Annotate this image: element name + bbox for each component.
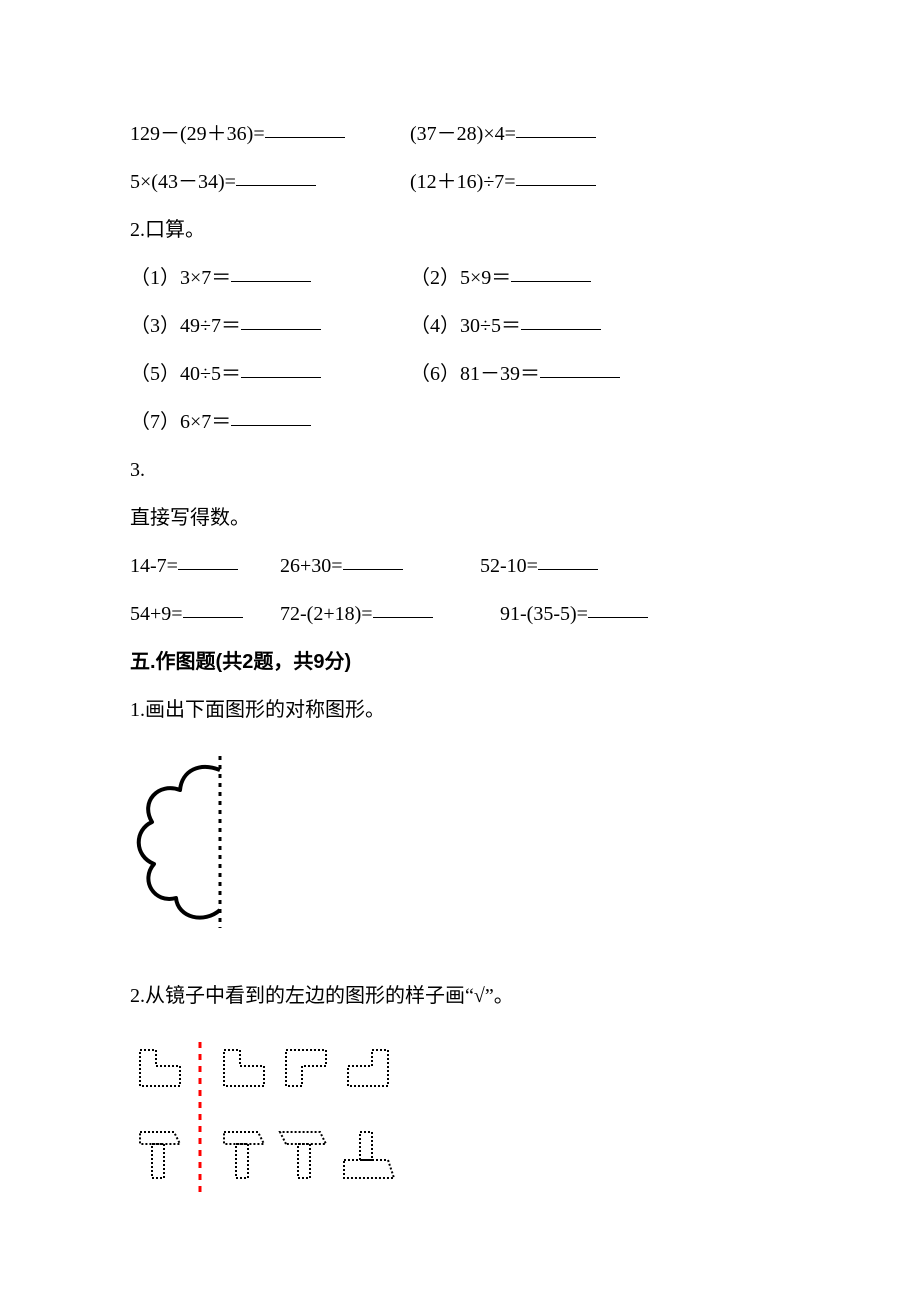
q1-row2: 5×(43－34)= (12＋16)÷7=	[130, 158, 790, 206]
q3-number: 3.	[130, 446, 790, 494]
answer-blank[interactable]	[241, 356, 321, 378]
mirror-figure	[130, 1038, 790, 1216]
row1-option-1[interactable]	[224, 1050, 264, 1086]
q2-row2: （3）49÷7＝ （4）30÷5＝	[130, 302, 790, 350]
expression-text: (37－28)×4=	[410, 123, 516, 145]
answer-blank[interactable]	[265, 116, 345, 138]
expr-cell: 26+30=	[280, 542, 480, 590]
expression-text: 81－39＝	[460, 363, 540, 385]
expression-text: 30÷5＝	[460, 315, 521, 337]
mirror-svg	[130, 1038, 430, 1198]
answer-blank[interactable]	[521, 308, 601, 330]
q2-row4: （7）6×7＝	[130, 398, 790, 446]
answer-blank[interactable]	[516, 164, 596, 186]
row1-option-2[interactable]	[286, 1050, 326, 1086]
expression-text: 5×(43－34)=	[130, 171, 236, 193]
expression-text: 14-7=	[130, 555, 178, 577]
q3-title: 直接写得数。	[130, 494, 790, 542]
item-number: （5）	[130, 363, 180, 385]
q3-row1: 14-7= 26+30= 52-10=	[130, 542, 790, 590]
item-number: （7）	[130, 411, 180, 433]
expression-text: (12＋16)÷7=	[410, 171, 516, 193]
expr-cell: 54+9=	[130, 590, 280, 638]
expression-text: 3×7＝	[180, 267, 231, 289]
q3-row2: 54+9= 72-(2+18)= 91-(35-5)=	[130, 590, 790, 638]
expr-cell: (12＋16)÷7=	[410, 158, 790, 206]
expression-text: 49÷7＝	[180, 315, 241, 337]
expr-cell: （2）5×9＝	[410, 254, 790, 302]
answer-blank[interactable]	[511, 260, 591, 282]
answer-blank[interactable]	[231, 260, 311, 282]
expression-text: 26+30=	[280, 555, 343, 577]
row1-option-3[interactable]	[348, 1050, 388, 1086]
expr-cell: （7）6×7＝	[130, 398, 410, 446]
answer-blank[interactable]	[373, 596, 433, 618]
expr-cell: （1）3×7＝	[130, 254, 410, 302]
answer-blank[interactable]	[516, 116, 596, 138]
row2-option-2[interactable]	[280, 1132, 326, 1178]
expr-cell: （5）40÷5＝	[130, 350, 410, 398]
answer-blank[interactable]	[540, 356, 620, 378]
expression-text: 91-(35-5)=	[500, 603, 588, 625]
item-number: （4）	[410, 315, 460, 337]
expr-cell: （3）49÷7＝	[130, 302, 410, 350]
expr-cell: 52-10=	[480, 542, 598, 590]
expr-cell: (37－28)×4=	[410, 110, 790, 158]
expr-cell: 91-(35-5)=	[500, 590, 648, 638]
expression-text: 5×9＝	[460, 267, 511, 289]
expr-cell: （4）30÷5＝	[410, 302, 790, 350]
expr-cell: （6）81－39＝	[410, 350, 790, 398]
half-flower-shape	[139, 767, 220, 918]
item-number: （1）	[130, 267, 180, 289]
q5-1-text: 1.画出下面图形的对称图形。	[130, 686, 790, 734]
symmetry-svg	[130, 752, 240, 932]
answer-blank[interactable]	[231, 404, 311, 426]
expression-text: 72-(2+18)=	[280, 603, 373, 625]
expression-text: 40÷5＝	[180, 363, 241, 385]
expr-cell: 72-(2+18)=	[280, 590, 500, 638]
expression-text: 129－(29＋36)=	[130, 123, 265, 145]
item-number: （2）	[410, 267, 460, 289]
symmetry-figure	[130, 752, 790, 950]
expr-cell: 129－(29＋36)=	[130, 110, 410, 158]
answer-blank[interactable]	[236, 164, 316, 186]
q2-row1: （1）3×7＝ （2）5×9＝	[130, 254, 790, 302]
answer-blank[interactable]	[178, 548, 238, 570]
q1-row1: 129－(29＋36)= (37－28)×4=	[130, 110, 790, 158]
answer-blank[interactable]	[343, 548, 403, 570]
row1-reference-shape	[140, 1050, 180, 1086]
item-number: （6）	[410, 363, 460, 385]
answer-blank[interactable]	[538, 548, 598, 570]
row2-option-1[interactable]	[224, 1132, 264, 1178]
expression-text: 54+9=	[130, 603, 183, 625]
answer-blank[interactable]	[183, 596, 243, 618]
row2-reference-shape	[140, 1132, 180, 1178]
item-number: （3）	[130, 315, 180, 337]
expression-text: 52-10=	[480, 555, 538, 577]
answer-blank[interactable]	[241, 308, 321, 330]
answer-blank[interactable]	[588, 596, 648, 618]
q5-2-text: 2.从镜子中看到的左边的图形的样子画“√”。	[130, 972, 790, 1020]
q2-row3: （5）40÷5＝ （6）81－39＝	[130, 350, 790, 398]
expr-cell: 14-7=	[130, 542, 280, 590]
worksheet-page: 129－(29＋36)= (37－28)×4= 5×(43－34)= (12＋1…	[0, 0, 920, 1256]
expression-text: 6×7＝	[180, 411, 231, 433]
q2-title: 2.口算。	[130, 206, 790, 254]
section-5-header: 五.作图题(共2题，共9分)	[130, 638, 790, 686]
expr-cell: 5×(43－34)=	[130, 158, 410, 206]
row2-option-3[interactable]	[344, 1132, 394, 1178]
